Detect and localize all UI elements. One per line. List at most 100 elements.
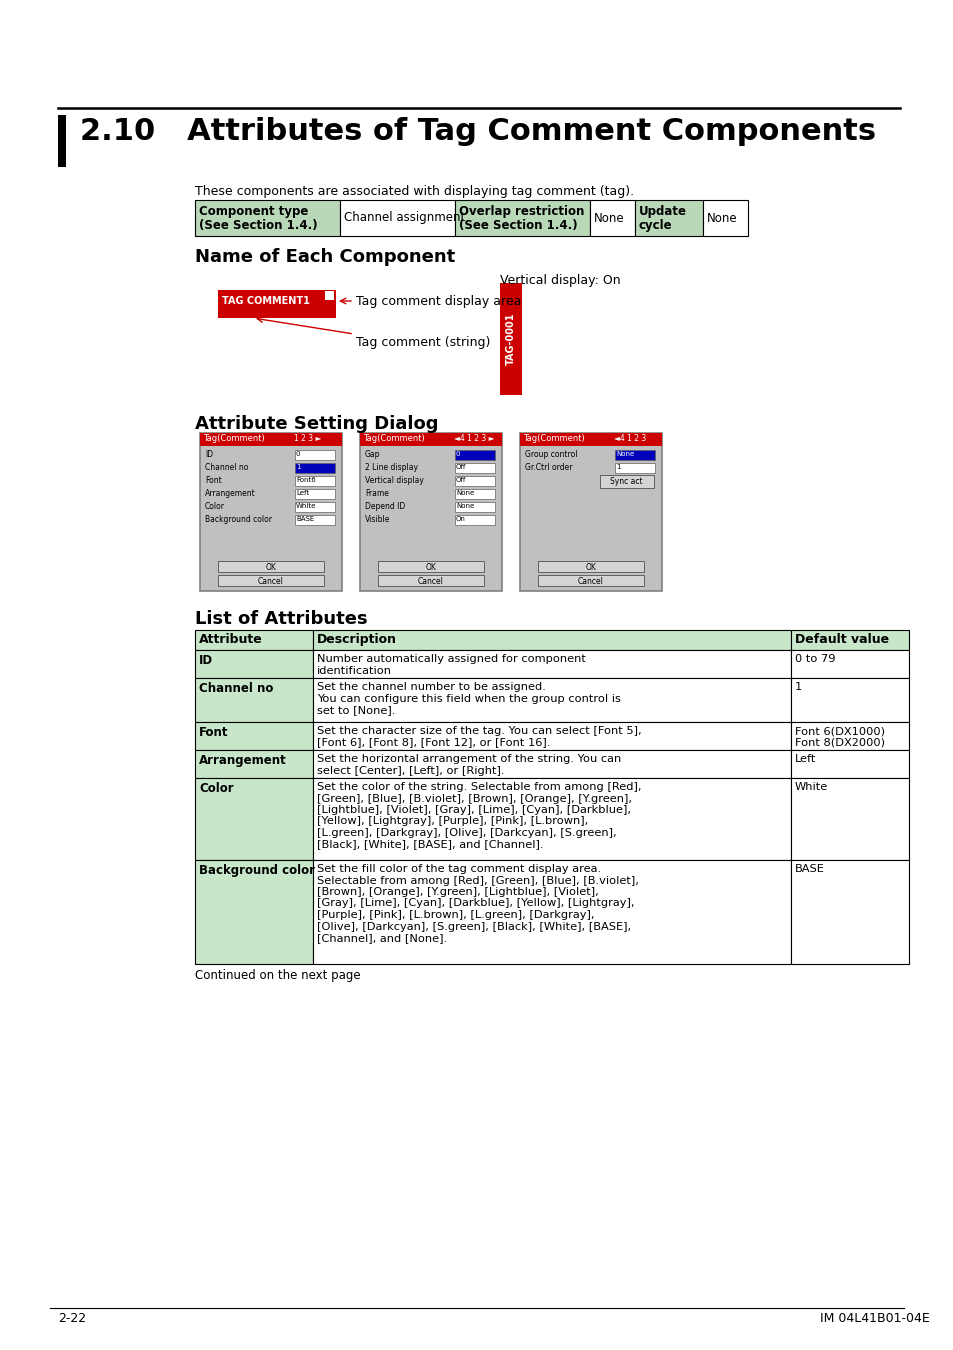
Bar: [455, 463, 495, 472]
Text: Left: Left: [295, 490, 309, 495]
Bar: [339, 200, 455, 236]
Bar: [635, 200, 702, 236]
Bar: [790, 630, 908, 649]
Text: Set the channel number to be assigned.: Set the channel number to be assigned.: [316, 682, 545, 693]
Text: Font 6(DX1000): Font 6(DX1000): [794, 726, 884, 736]
Bar: [313, 678, 790, 722]
Bar: [218, 290, 335, 319]
Bar: [455, 475, 495, 486]
Text: Channel no: Channel no: [205, 463, 248, 472]
Text: Off: Off: [456, 464, 466, 470]
Text: 1 2 3 ►: 1 2 3 ►: [294, 433, 321, 443]
Text: None: None: [616, 451, 634, 458]
Bar: [194, 678, 313, 722]
Text: [Lightblue], [Violet], [Gray], [Lime], [Cyan], [Darkblue],: [Lightblue], [Violet], [Gray], [Lime], […: [316, 805, 630, 815]
Text: Left: Left: [794, 755, 816, 764]
Bar: [194, 722, 313, 751]
Text: Set the color of the string. Selectable from among [Red],: Set the color of the string. Selectable …: [316, 782, 640, 792]
Bar: [294, 489, 335, 498]
Text: Background color: Background color: [199, 864, 314, 878]
Bar: [377, 562, 483, 572]
Text: 1: 1: [794, 682, 801, 693]
Text: Font: Font: [205, 477, 221, 485]
Text: TAG-0001: TAG-0001: [505, 313, 516, 366]
Text: These components are associated with displaying tag comment (tag).: These components are associated with dis…: [194, 185, 634, 198]
Text: Tag comment (string): Tag comment (string): [355, 336, 490, 350]
Text: Arrangement: Arrangement: [205, 489, 255, 498]
Text: [Channel], and [None].: [Channel], and [None].: [316, 933, 447, 944]
Bar: [194, 751, 313, 778]
Text: Color: Color: [199, 782, 233, 795]
Text: Depend ID: Depend ID: [365, 502, 405, 512]
Text: Set the fill color of the tag comment display area.: Set the fill color of the tag comment di…: [316, 864, 600, 873]
Text: [Green], [Blue], [B.violet], [Brown], [Orange], [Y.green],: [Green], [Blue], [B.violet], [Brown], [O…: [316, 794, 631, 803]
Text: Update: Update: [639, 205, 686, 217]
Bar: [519, 433, 661, 446]
Text: Visible: Visible: [365, 514, 390, 524]
Text: 1: 1: [295, 464, 300, 470]
Bar: [537, 575, 643, 586]
Text: Channel assignment: Channel assignment: [344, 212, 465, 224]
Bar: [599, 475, 654, 487]
Text: cycle: cycle: [639, 219, 672, 232]
Bar: [537, 562, 643, 572]
Bar: [294, 501, 335, 512]
Text: Continued on the next page: Continued on the next page: [194, 969, 360, 981]
Bar: [313, 778, 790, 860]
Text: ◄4 1 2 3: ◄4 1 2 3: [614, 433, 645, 443]
Bar: [294, 514, 335, 525]
Text: (See Section 1.4.): (See Section 1.4.): [199, 219, 317, 232]
Text: ID: ID: [199, 653, 213, 667]
Text: ID: ID: [205, 450, 213, 459]
Bar: [200, 433, 341, 446]
Bar: [194, 200, 339, 236]
Bar: [455, 514, 495, 525]
Text: [Olive], [Darkcyan], [S.green], [Black], [White], [BASE],: [Olive], [Darkcyan], [S.green], [Black],…: [316, 922, 631, 931]
Text: List of Attributes: List of Attributes: [194, 610, 367, 628]
Text: 0: 0: [456, 451, 460, 458]
Text: None: None: [706, 212, 737, 224]
Bar: [790, 751, 908, 778]
Bar: [790, 678, 908, 722]
Text: Overlap restriction: Overlap restriction: [458, 205, 584, 217]
Text: 2-22: 2-22: [58, 1312, 86, 1324]
Text: [Yellow], [Lightgray], [Purple], [Pink], [L.brown],: [Yellow], [Lightgray], [Purple], [Pink],…: [316, 817, 588, 826]
Text: None: None: [594, 212, 624, 224]
Text: 1: 1: [616, 464, 619, 470]
Text: Cancel: Cancel: [417, 576, 443, 586]
Bar: [790, 649, 908, 678]
Text: IM 04L41B01-04E: IM 04L41B01-04E: [820, 1312, 929, 1324]
Bar: [455, 501, 495, 512]
Text: OK: OK: [425, 563, 436, 571]
Text: ◄4 1 2 3 ►: ◄4 1 2 3 ►: [454, 433, 494, 443]
Text: You can configure this field when the group control is: You can configure this field when the gr…: [316, 694, 620, 703]
Text: 0 to 79: 0 to 79: [794, 653, 835, 664]
Text: [Brown], [Orange], [Y.green], [Lightblue], [Violet],: [Brown], [Orange], [Y.green], [Lightblue…: [316, 887, 598, 896]
Text: Vertical display: Vertical display: [365, 477, 423, 485]
Text: Tag(Comment): Tag(Comment): [363, 433, 424, 443]
Text: Group control: Group control: [524, 450, 577, 459]
Text: Tag(Comment): Tag(Comment): [203, 433, 265, 443]
Text: Component type: Component type: [199, 205, 308, 217]
Text: set to [None].: set to [None].: [316, 705, 395, 716]
Text: Font: Font: [199, 726, 229, 738]
Bar: [313, 649, 790, 678]
Text: Set the horizontal arrangement of the string. You can: Set the horizontal arrangement of the st…: [316, 755, 620, 764]
Text: TAG COMMENT1: TAG COMMENT1: [222, 296, 310, 306]
Text: [Font 6], [Font 8], [Font 12], or [Font 16].: [Font 6], [Font 8], [Font 12], or [Font …: [316, 737, 550, 748]
Bar: [455, 200, 589, 236]
Bar: [58, 115, 66, 167]
Text: identification: identification: [316, 666, 392, 675]
Text: On: On: [456, 516, 465, 522]
Text: (See Section 1.4.): (See Section 1.4.): [458, 219, 577, 232]
Text: Arrangement: Arrangement: [199, 755, 287, 767]
Bar: [519, 433, 661, 591]
Bar: [377, 575, 483, 586]
Bar: [194, 778, 313, 860]
Bar: [313, 630, 790, 649]
Text: Color: Color: [205, 502, 225, 512]
Text: Off: Off: [456, 477, 466, 483]
Bar: [589, 200, 635, 236]
Text: Attribute: Attribute: [199, 633, 262, 647]
Text: Default value: Default value: [794, 633, 888, 647]
